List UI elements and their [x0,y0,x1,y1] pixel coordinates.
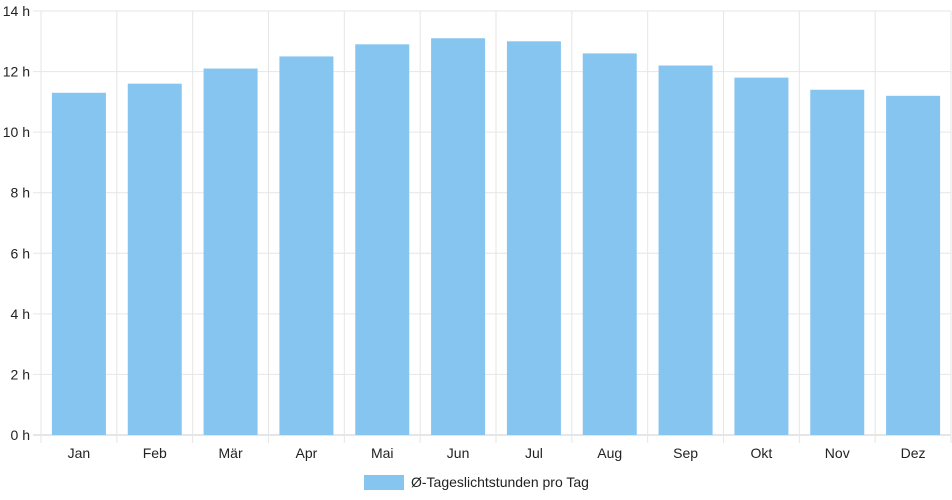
y-tick-label: 8 h [11,185,30,201]
x-tick-label: Nov [825,445,850,461]
bar-dez[interactable] [886,95,941,436]
bar-sep[interactable] [658,65,713,435]
x-axis-ticks: Jan Feb Mär Apr Mai Jun Jul Aug Sep Okt Nov Dez [68,445,926,461]
x-tick-label: Feb [143,445,167,461]
x-tick-label: Okt [751,445,773,461]
y-tick-label: 6 h [11,245,30,261]
bar-aug[interactable] [582,53,637,436]
x-tick-label: Dez [901,445,926,461]
x-tick-label: Mai [371,445,394,461]
bar-jan[interactable] [51,92,106,436]
x-tick-label: Jun [447,445,470,461]
x-tick-label: Mär [219,445,243,461]
x-tick-label: Jan [68,445,91,461]
y-tick-label: 14 h [3,3,30,19]
bar-feb[interactable] [127,83,182,435]
y-tick-label: 10 h [3,124,30,140]
legend-swatch[interactable] [364,475,404,490]
y-tick-label: 12 h [3,64,30,80]
x-tick-label: Sep [673,445,698,461]
x-tick-label: Aug [597,445,622,461]
bar-mai[interactable] [355,44,410,436]
y-tick-label: 0 h [11,427,30,443]
y-tick-label: 2 h [11,366,30,382]
grid [33,10,952,443]
bars [51,38,941,436]
bar-jun[interactable] [431,38,486,435]
legend[interactable]: Ø-Tageslichtstunden pro Tag [364,474,589,490]
x-tick-label: Jul [525,445,543,461]
legend-label[interactable]: Ø-Tageslichtstunden pro Tag [411,474,589,490]
bar-okt[interactable] [734,77,789,435]
bar-apr[interactable] [279,56,334,436]
bar-mär[interactable] [203,68,258,436]
x-tick-label: Apr [296,445,318,461]
y-axis-ticks: 0 h 2 h 4 h 6 h 8 h 10 h 12 h 14 h [3,3,30,443]
bar-jul[interactable] [506,41,561,436]
bar-nov[interactable] [810,89,865,435]
y-tick-label: 4 h [11,306,30,322]
